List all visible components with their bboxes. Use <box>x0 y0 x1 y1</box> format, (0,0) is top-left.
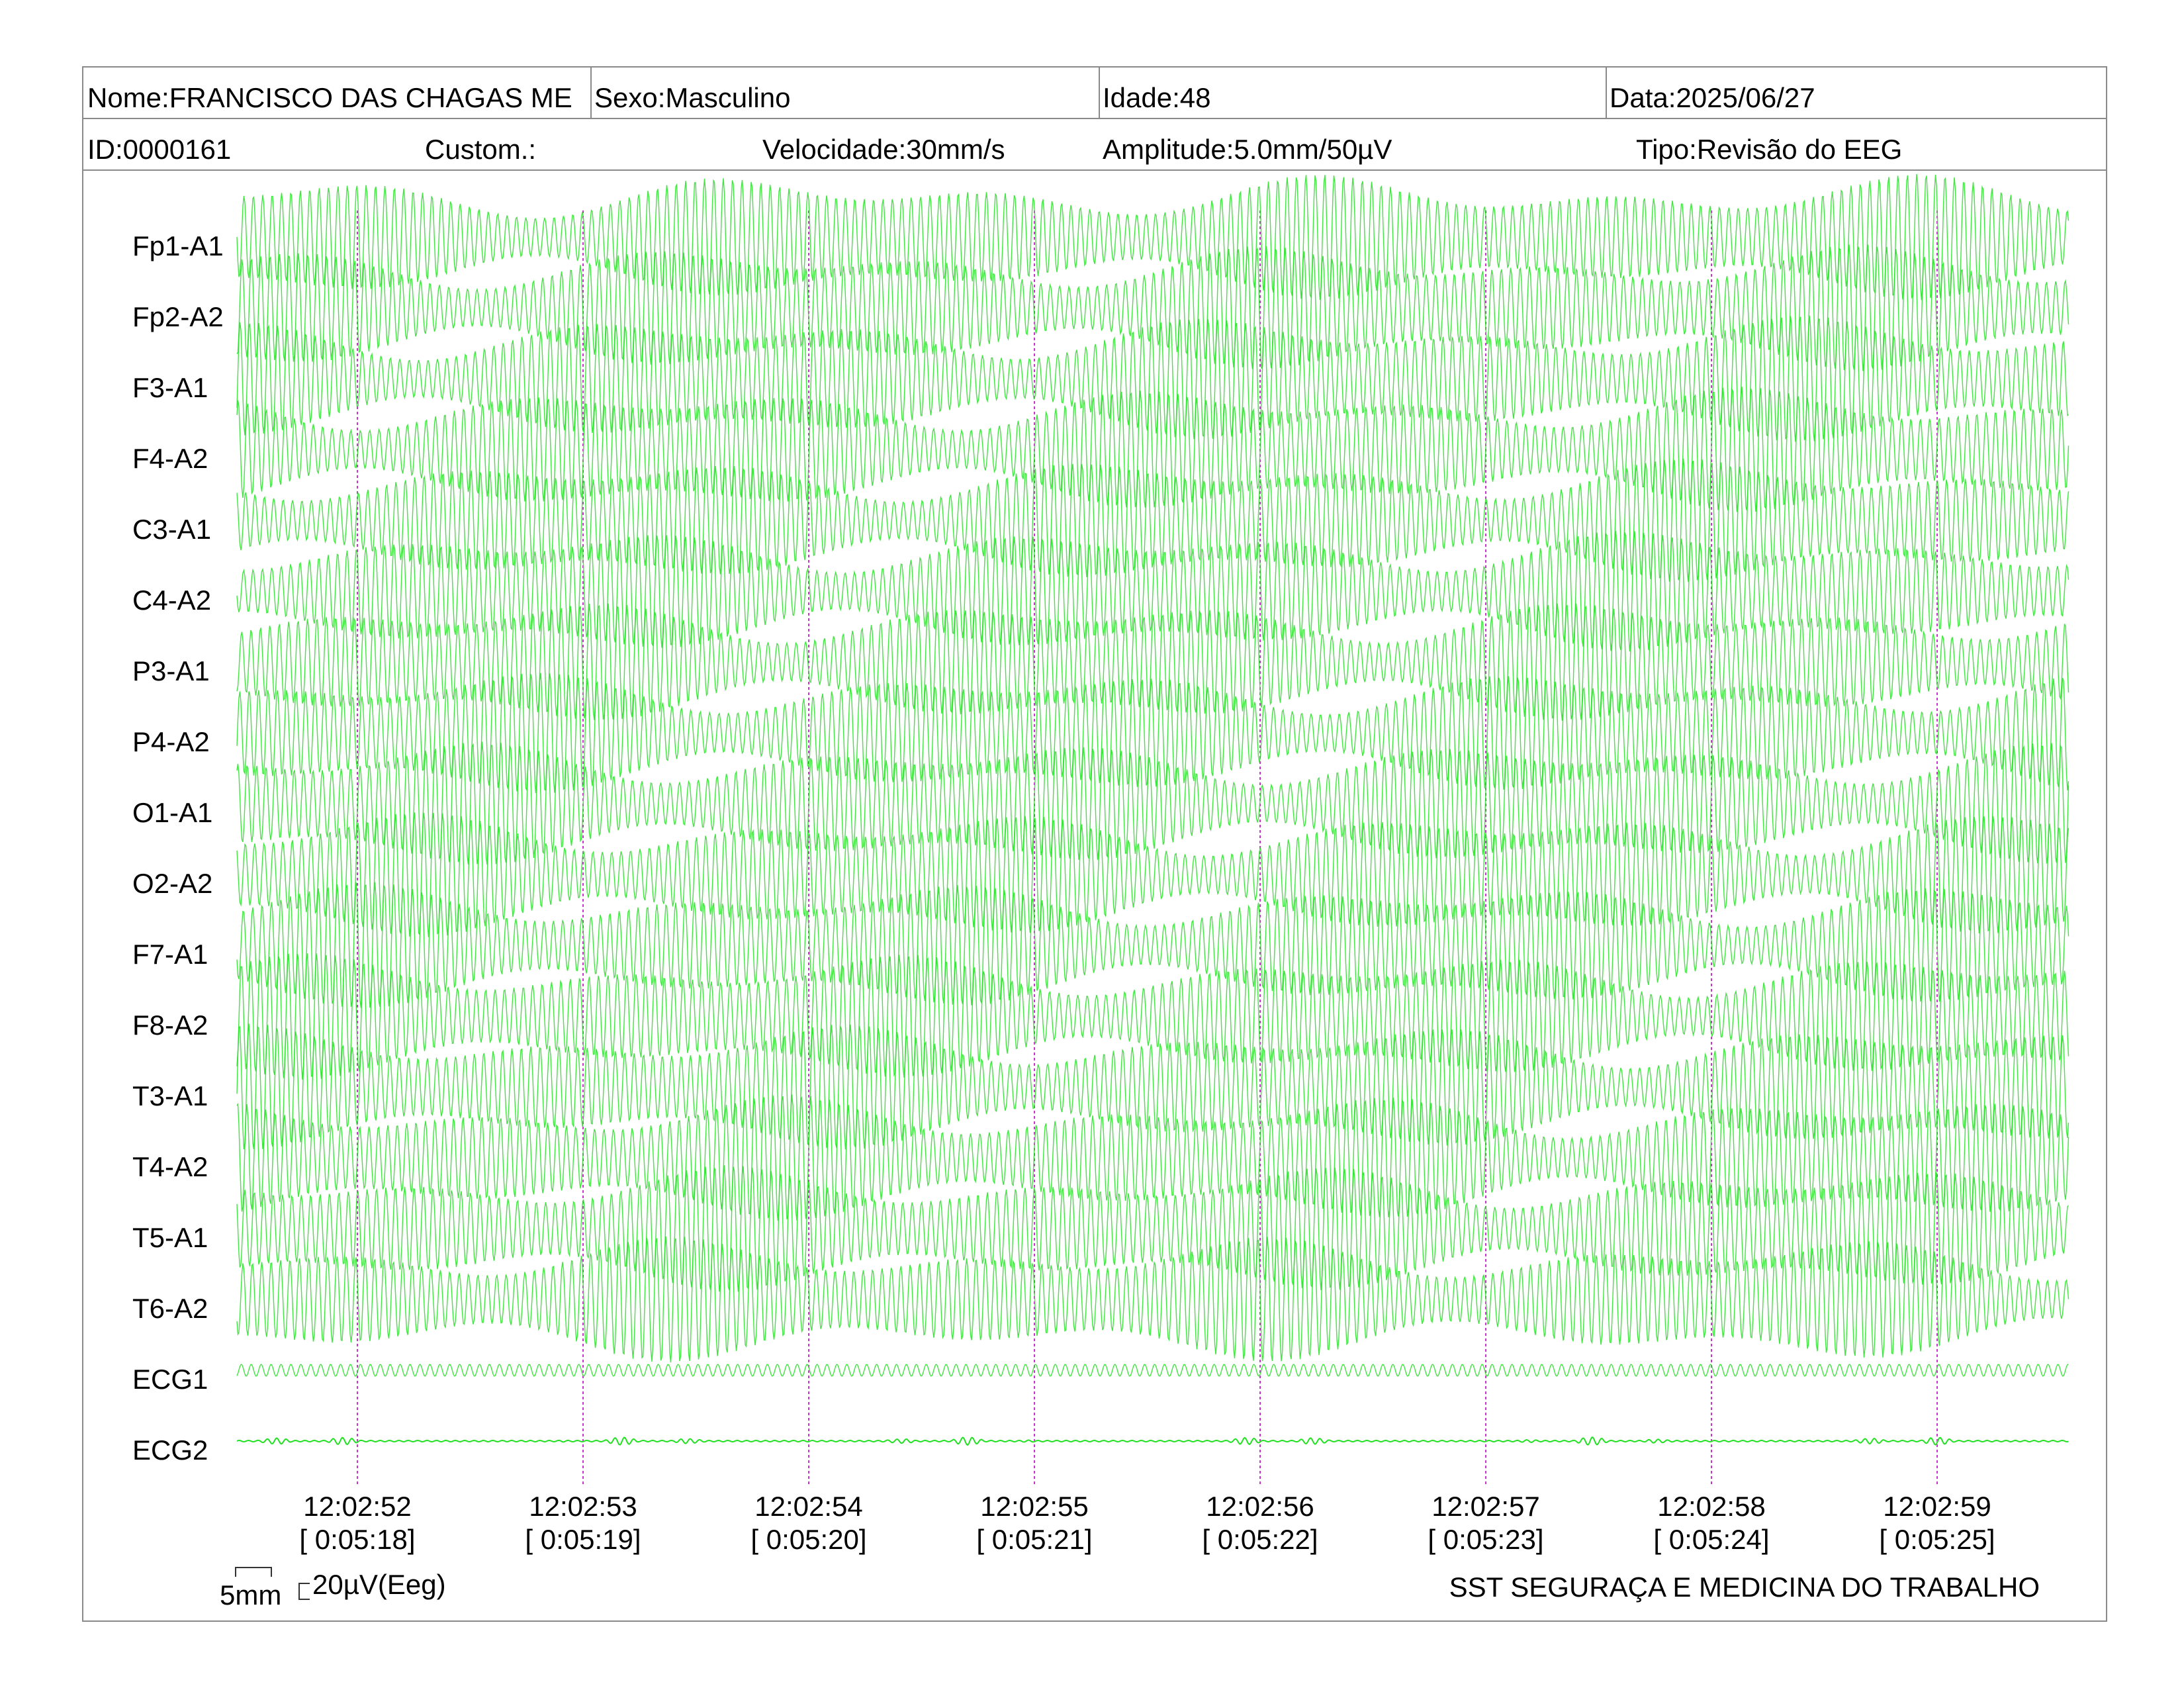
patient-sex: Sexo:Masculino <box>590 68 1100 119</box>
time-clock-label: 12:02:56 <box>1206 1491 1314 1522</box>
channel-label: F4-A2 <box>132 443 208 474</box>
channel-label: T3-A1 <box>132 1080 208 1111</box>
channel-waveform <box>236 387 2070 512</box>
time-clock-label: 12:02:54 <box>754 1491 863 1522</box>
company-name: SST SEGURAÇA E MEDICINA DO TRABALHO <box>1449 1571 2040 1603</box>
time-elapsed-label: [ 0:05:23] <box>1428 1524 1543 1555</box>
channel-waveform <box>236 1436 2069 1446</box>
eeg-waveforms <box>236 173 2070 1446</box>
channel-label: P4-A2 <box>132 726 210 757</box>
header-row-patient: Nome:FRANCISCO DAS CHAGAS ME Sexo:Mascul… <box>83 68 2106 119</box>
channel-label: C4-A2 <box>132 585 211 616</box>
channel-waveform <box>236 458 2070 583</box>
patient-age: Idade:48 <box>1099 68 1607 119</box>
channel-waveform <box>236 173 2070 301</box>
time-clock-label: 12:02:52 <box>303 1491 412 1522</box>
channel-waveform <box>236 530 2070 652</box>
channel-waveform <box>236 1364 2069 1377</box>
time-clock-label: 12:02:57 <box>1432 1491 1540 1522</box>
channel-waveform <box>236 882 2070 1008</box>
time-elapsed-label: [ 0:05:18] <box>299 1524 415 1555</box>
channel-waveform <box>236 244 2070 371</box>
channel-label: F3-A1 <box>132 372 208 403</box>
channel-label: C3-A1 <box>132 514 211 545</box>
channel-waveform <box>236 741 2070 865</box>
patient-name: Nome:FRANCISCO DAS CHAGAS ME <box>83 68 592 119</box>
exam-type: Tipo:Revisão do EEG <box>1636 134 1903 165</box>
channel-waveform <box>236 673 2070 794</box>
time-clock-label: 12:02:53 <box>529 1491 637 1522</box>
time-clock-label: 12:02:59 <box>1883 1491 1991 1522</box>
time-elapsed-label: [ 0:05:25] <box>1879 1524 1995 1555</box>
eeg-report-page: Nome:FRANCISCO DAS CHAGAS ME Sexo:Mascul… <box>82 66 2107 1622</box>
exam-date: Data:2025/06/27 <box>1610 82 1815 113</box>
calibration-scale: 5mm 20µV(Eeg) <box>220 1567 446 1611</box>
time-scale-bracket <box>235 1567 272 1577</box>
channel-label: T4-A2 <box>132 1151 208 1182</box>
channel-waveform <box>236 1094 2070 1221</box>
channel-label: Fp2-A2 <box>132 301 224 332</box>
channel-label: Fp1-A1 <box>132 230 224 261</box>
custom-field: Custom.: <box>425 134 537 165</box>
channel-waveform <box>236 953 2070 1080</box>
time-labels: 12:02:52[ 0:05:18] 12:02:53[ 0:05:19] 12:0… <box>299 1491 1995 1555</box>
header-row-settings: ID:0000161 Custom.: Velocidade:30mm/s Am… <box>83 119 2106 171</box>
channel-label: O1-A1 <box>132 797 212 828</box>
amplitude-scale-label: 20µV(Eeg) <box>312 1569 446 1600</box>
channel-label: F8-A2 <box>132 1009 208 1041</box>
channel-waveform <box>236 1165 2069 1292</box>
channel-label: T6-A2 <box>132 1293 208 1324</box>
channel-label: T5-A1 <box>132 1222 208 1253</box>
time-elapsed-label: [ 0:05:20] <box>751 1524 866 1555</box>
channel-label: P3-A1 <box>132 655 210 686</box>
amplitude-scale-bracket <box>298 1583 310 1600</box>
time-scale-label: 5mm <box>220 1579 281 1611</box>
channel-label: ECG2 <box>132 1434 208 1466</box>
channel-waveform <box>236 1236 2070 1363</box>
time-clock-label: 12:02:55 <box>980 1491 1089 1522</box>
patient-id: ID:0000161 <box>87 134 232 165</box>
channel-label: O2-A2 <box>132 868 212 899</box>
time-elapsed-label: [ 0:05:19] <box>525 1524 641 1555</box>
channel-waveform <box>236 812 2070 937</box>
channel-label: ECG1 <box>132 1364 208 1395</box>
channel-waveform <box>236 1023 2070 1150</box>
time-elapsed-label: [ 0:05:21] <box>976 1524 1092 1555</box>
channel-labels: Fp1-A1 Fp2-A2 F3-A1 F4-A2 C3-A1 C4-A2 P3-A1 P4-… <box>132 230 224 1466</box>
channel-waveform <box>236 603 2070 721</box>
time-clock-label: 12:02:58 <box>1657 1491 1766 1522</box>
amplitude-setting: Amplitude:5.0mm/50µV <box>1103 134 1392 165</box>
channel-label: F7-A1 <box>132 939 208 970</box>
time-elapsed-label: [ 0:05:24] <box>1653 1524 1769 1555</box>
channel-waveform <box>236 315 2069 442</box>
time-elapsed-label: [ 0:05:22] <box>1202 1524 1318 1555</box>
paper-speed: Velocidade:30mm/s <box>762 134 1005 165</box>
